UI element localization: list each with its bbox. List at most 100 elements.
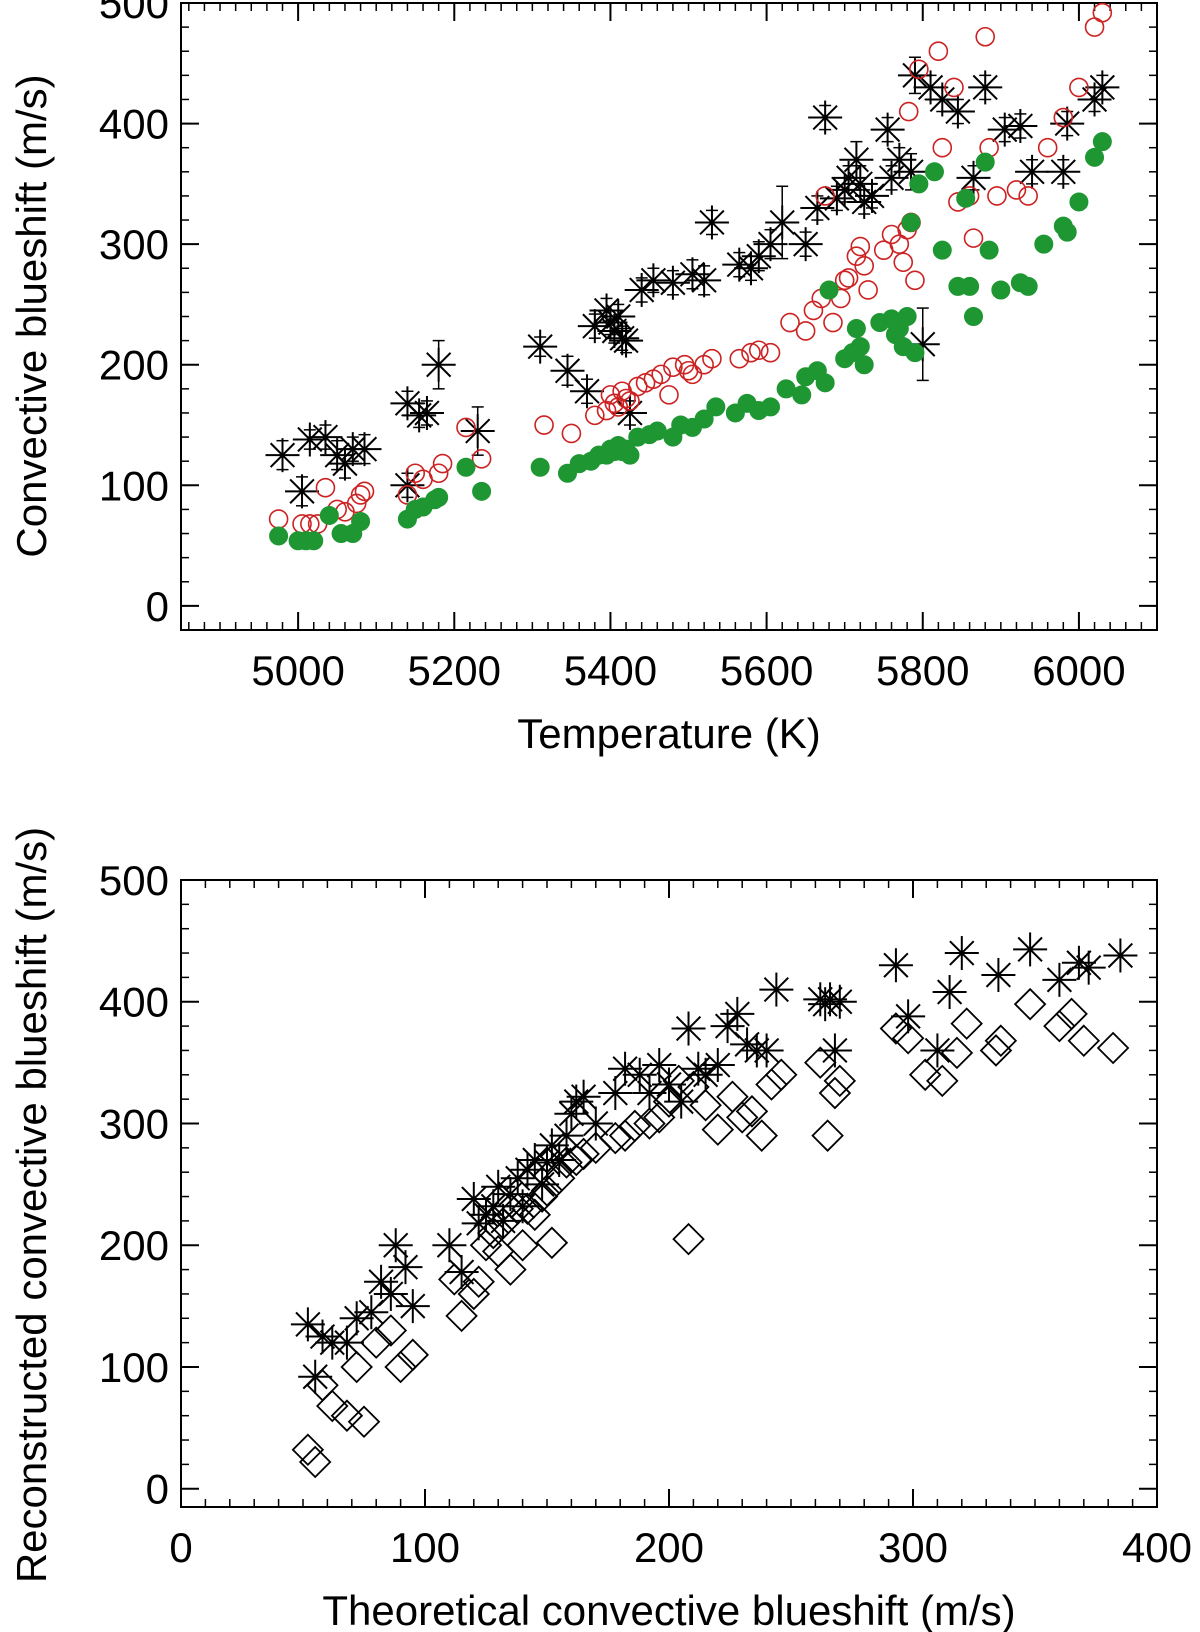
error-bar [588,313,601,339]
asterisk-point [388,1250,423,1285]
diamond-point [1055,997,1088,1031]
error-bar [647,267,660,294]
open-circle-point [428,463,449,484]
x-tick-labels: 5000 5200 5400 5600 5800 6000 [251,647,1125,694]
error-bar [799,231,812,257]
asterisk-point [968,70,1003,105]
asterisk-point [329,1325,364,1360]
asterisk-point [542,1143,577,1178]
x-tick-label: 6000 [1032,647,1125,694]
filled-circle-point [819,280,839,300]
diamond-point [1096,1031,1130,1065]
diamond-point [530,1174,564,1207]
filled-circle-point [905,343,925,363]
x-tick-label: 5800 [876,647,969,694]
diamond-point [567,1137,600,1171]
diamond-point [481,1235,515,1268]
open-circle-point [748,340,769,361]
open-circle-point [1053,107,1074,128]
asterisk-point [870,112,905,147]
open-circle-point [1018,186,1038,206]
asterisk-point [874,160,909,195]
diamond-point [811,1119,844,1152]
asterisk-point [765,185,800,260]
y-tick-label: 400 [99,979,169,1026]
y-tick-label: 300 [99,1100,169,1147]
diamond-point [725,1101,759,1134]
y-tick-label: 300 [99,221,169,268]
y-tick-labels: 0 100 200 300 400 500 [99,0,169,630]
open-circle-point [815,186,835,206]
x-tick-label: 5600 [720,647,813,694]
error-bar [296,476,309,507]
asterisk-point [700,1048,735,1083]
open-circle-point [741,342,761,363]
temperature-panel: 0 100 200 300 400 500 5000 5200 5400 5600 5800 600… [8,0,1158,757]
asterisk-point [878,948,913,983]
asterisk-point [1103,938,1138,973]
asterisk-point [671,1011,706,1046]
open-circle-point [702,348,722,369]
open-circle-point [834,270,855,291]
diamond-point [560,1143,593,1177]
open-circle-point [1037,137,1058,158]
asterisk-point [1015,154,1050,189]
error-bar [635,277,648,303]
major-ticks [180,879,1158,1507]
asterisk-point [578,1106,613,1141]
x-tick-label: 0 [169,1524,192,1571]
diamond-point [735,1095,769,1128]
asterisk-point [327,446,362,481]
y-tick-label: 200 [99,342,169,389]
asterisk-point [460,406,495,456]
y-tick-label: 500 [99,857,169,904]
asterisk-point [373,1276,408,1311]
asterisk-point [534,1128,569,1163]
asterisk-point [409,395,444,430]
asterisk-point [395,1289,430,1324]
filled-circle-point [269,526,289,546]
filled-circle-point [975,152,995,172]
error-bar [705,209,718,236]
error-bar [776,185,789,260]
diamond-point [608,1119,642,1152]
filled-circle-point [456,457,476,477]
open-circle-point [838,268,859,288]
filled-circle-point [932,240,952,260]
error-bar [620,327,633,354]
error-bar [951,98,964,125]
asterisk-point [577,309,612,344]
asterisk-point [808,100,843,135]
open-circle-point [795,321,816,341]
asterisk-point [788,227,823,262]
x-axis-title: Temperature (K) [517,710,820,757]
y-tick-label: 100 [99,1344,169,1391]
diamond-point [984,1024,1018,1057]
asterisk-point [932,975,967,1010]
asterisk-point [550,353,585,388]
error-bar [979,74,992,101]
asterisk-point [1013,932,1048,967]
open-circle-point [694,354,714,375]
asterisk-point [265,438,300,473]
diamond-point [462,1265,495,1299]
diamond-point [330,1399,364,1432]
filled-circle-point [854,355,874,375]
asterisk-point [1085,70,1120,105]
open-circle-point [932,137,953,158]
open-circle-point [760,342,781,363]
open-circle-point [663,357,683,377]
diamond-point [950,1007,983,1040]
error-bar [413,402,426,429]
diamond-point [1013,987,1047,1021]
filled-circle-point [897,307,917,326]
diamond-point [494,1253,527,1286]
diamond-point [477,1216,510,1250]
asterisk-point [891,999,926,1034]
filled-circle-point [924,162,944,182]
asterisk-point [920,1033,955,1068]
filled-circle-point [1092,132,1112,152]
filled-circle-point [901,212,921,232]
open-circle-point [534,415,554,435]
open-circle-point [858,280,878,300]
